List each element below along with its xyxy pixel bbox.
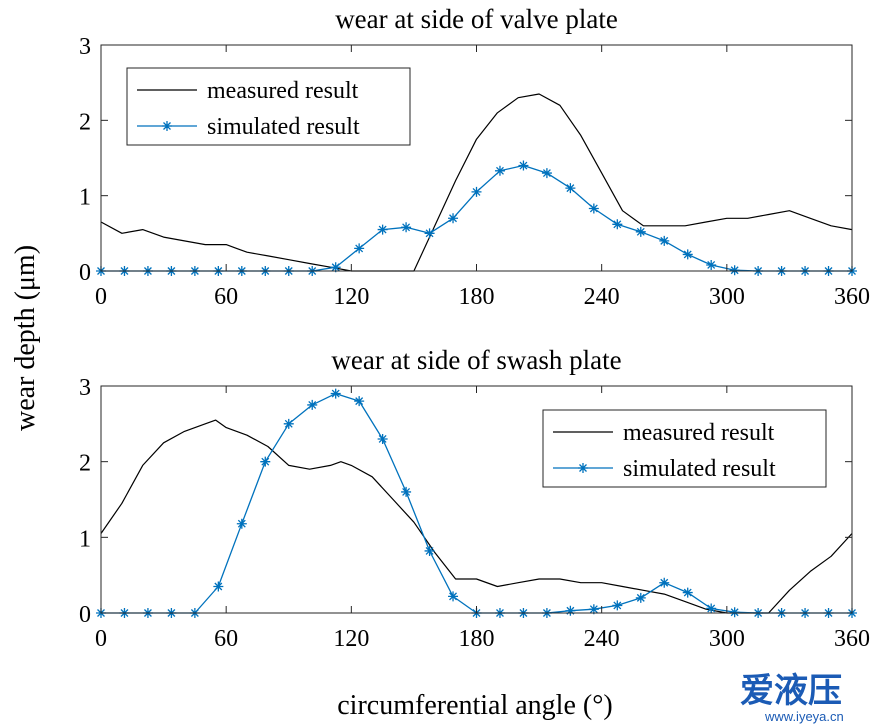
watermark-brand: 爱液压 — [740, 671, 842, 711]
data-point — [307, 399, 318, 410]
x-tick-label: 60 — [214, 284, 238, 310]
data-point — [541, 168, 552, 179]
data-point — [612, 600, 623, 611]
data-point — [565, 183, 576, 194]
y-tick-label: 0 — [79, 260, 91, 286]
data-point — [448, 213, 459, 224]
y-tick-label: 1 — [79, 185, 91, 211]
y-tick-label: 2 — [79, 109, 91, 135]
series-line-measured-result — [100, 419, 853, 614]
legend-marker — [578, 463, 588, 473]
watermark-url: www.iyeya.cn — [764, 709, 844, 724]
data-point — [659, 577, 670, 588]
x-tick-label: 120 — [333, 626, 369, 652]
legend-label: simulated result — [623, 456, 776, 482]
legend-box — [542, 409, 827, 488]
data-point — [588, 203, 599, 214]
data-point — [213, 581, 224, 592]
y-tick-label: 3 — [79, 34, 91, 60]
x-tick-label: 180 — [459, 284, 495, 310]
chart-title: wear at side of valve plate — [335, 4, 618, 34]
data-point — [401, 222, 412, 233]
legend-label: measured result — [623, 420, 775, 446]
x-tick-label: 300 — [709, 284, 745, 310]
data-point — [377, 224, 388, 235]
x-tick-label: 0 — [95, 284, 107, 310]
data-point — [236, 518, 247, 529]
data-point — [729, 607, 740, 618]
x-axis-label: circumferential angle (°) — [337, 690, 613, 721]
x-tick-label: 120 — [333, 284, 369, 310]
data-point — [729, 265, 740, 276]
data-point — [635, 226, 646, 237]
data-point — [377, 433, 388, 444]
data-point — [283, 418, 294, 429]
data-point — [494, 165, 505, 176]
legend: measured result simulated result — [126, 67, 411, 146]
x-tick-label: 300 — [709, 626, 745, 652]
y-tick-label: 1 — [79, 526, 91, 552]
data-point — [612, 219, 623, 230]
x-tick-label: 240 — [584, 626, 620, 652]
data-point — [330, 388, 341, 399]
data-point — [354, 243, 365, 254]
data-point — [424, 545, 435, 556]
data-point — [682, 587, 693, 598]
data-point — [588, 604, 599, 615]
data-point — [354, 396, 365, 407]
data-point — [518, 160, 529, 171]
data-point — [659, 235, 670, 246]
data-point — [706, 259, 717, 270]
y-axis-label: wear depth (μm) — [10, 245, 41, 431]
y-tick-label: 2 — [79, 451, 91, 477]
watermark: 爱液压 www.iyeya.cn — [740, 671, 844, 724]
data-point — [635, 592, 646, 603]
x-tick-label: 360 — [834, 284, 870, 310]
data-point — [565, 605, 576, 616]
x-tick-label: 360 — [834, 626, 870, 652]
data-point — [471, 186, 482, 197]
legend-label: simulated result — [207, 114, 360, 140]
legend-box — [126, 67, 411, 146]
chart-title: wear at side of swash plate — [331, 345, 621, 375]
legend-marker — [162, 121, 172, 131]
data-point — [448, 591, 459, 602]
data-point — [706, 603, 717, 614]
data-point — [330, 262, 341, 273]
series-line-measured-result — [100, 93, 853, 272]
data-point — [260, 456, 271, 467]
legend-label: measured result — [207, 78, 359, 104]
data-point — [401, 486, 412, 497]
x-tick-label: 180 — [459, 626, 495, 652]
y-tick-label: 0 — [79, 602, 91, 628]
y-tick-label: 3 — [79, 375, 91, 401]
data-point — [682, 249, 693, 260]
x-tick-label: 240 — [584, 284, 620, 310]
x-tick-label: 0 — [95, 626, 107, 652]
data-point — [424, 228, 435, 239]
legend: measured result simulated result — [542, 409, 827, 488]
x-tick-label: 60 — [214, 626, 238, 652]
